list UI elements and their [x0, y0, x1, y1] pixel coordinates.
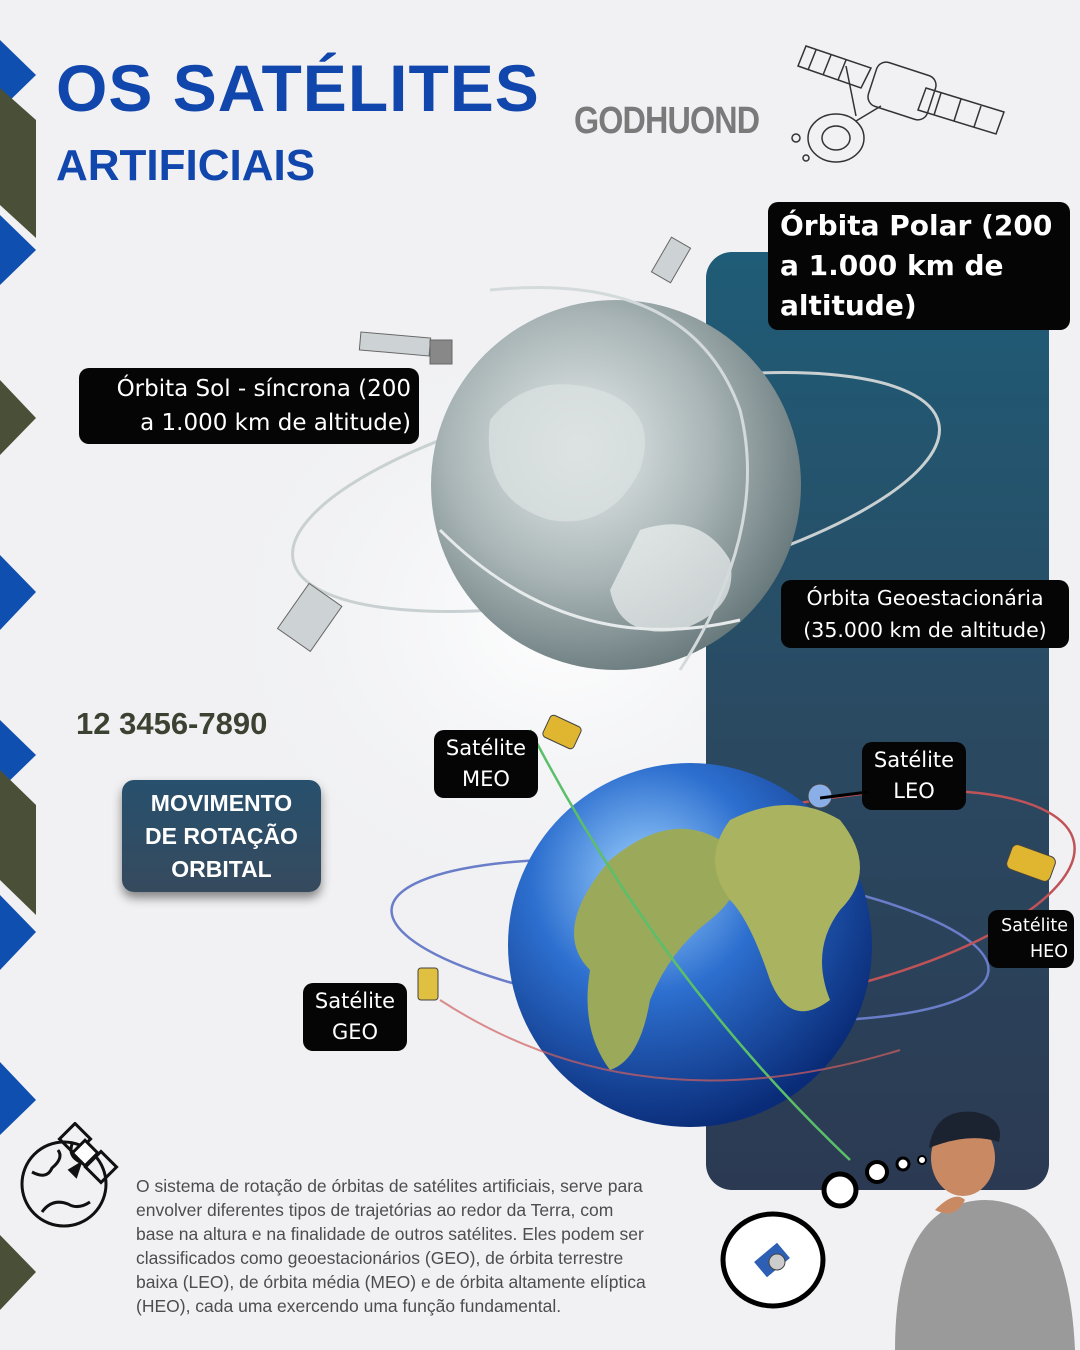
- chevron-blue: [0, 215, 36, 285]
- left-chevron-strip: [0, 40, 36, 1310]
- page-title: OS SATÉLITES: [56, 51, 540, 125]
- polar-orbit-label: Órbita Polar (200 a 1.000 km de altitude…: [768, 202, 1070, 330]
- chevron-blue: [0, 555, 36, 630]
- satellite-leo-label: Satélite LEO: [862, 742, 966, 810]
- page-subtitle: ARTIFICIAIS: [56, 141, 316, 190]
- brand-logo: GODHUOND: [574, 100, 760, 142]
- blue-earth-illustration: [390, 714, 1076, 1161]
- leo-connector-line: [820, 790, 869, 800]
- geostationary-orbit-label: Órbita Geoestacionária (35.000 km de alt…: [781, 580, 1069, 648]
- satellite-icon: [417, 714, 1056, 1001]
- chevron-olive: [0, 770, 36, 915]
- satellite-heo-label: Satélite HEO: [988, 910, 1074, 968]
- globe-satellite-icon: [20, 1122, 119, 1228]
- grey-earth-illustration: [276, 236, 941, 671]
- chevron-blue: [0, 720, 36, 790]
- movement-title-box: MOVIMENTO DE ROTAÇÃO ORBITAL: [122, 780, 321, 892]
- chevron-olive: [0, 1235, 36, 1310]
- description-text: O sistema de rotação de órbitas de satél…: [136, 1175, 646, 1316]
- satellite-sketch-icon: [791, 45, 1005, 163]
- satellite-icon: [276, 236, 692, 653]
- satellite-geo-label: Satélite GEO: [303, 983, 407, 1051]
- thinking-person-illustration: [720, 1111, 1075, 1350]
- chevron-olive: [0, 380, 36, 455]
- satellite-meo-label: Satélite MEO: [434, 730, 538, 798]
- phone-number: 12 3456-7890: [76, 706, 268, 741]
- sun-synchronous-orbit-label: Órbita Sol - síncrona (200 a 1.000 km de…: [79, 368, 419, 444]
- chevron-olive: [0, 88, 36, 238]
- chevron-blue: [0, 40, 36, 110]
- chevron-blue: [0, 895, 36, 970]
- chevron-blue: [0, 1062, 36, 1135]
